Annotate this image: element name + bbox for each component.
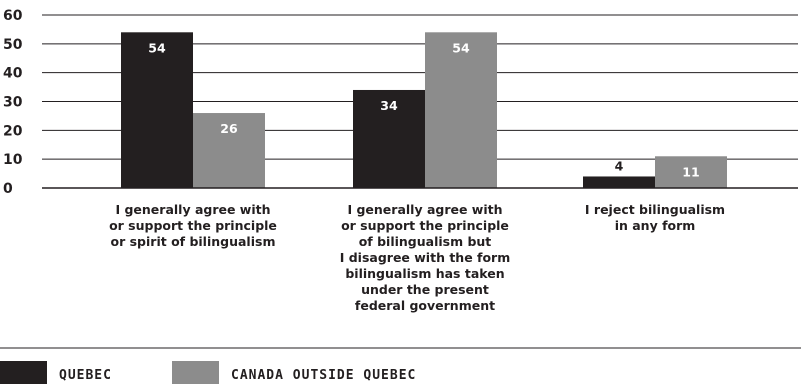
y-tick-label: 30 <box>3 95 23 111</box>
data-label: 54 <box>452 40 470 55</box>
legend-label: CANADA OUTSIDE QUEBEC <box>231 368 416 383</box>
category-label: I reject bilingualism <box>585 202 725 217</box>
category-label: or support the principle <box>341 218 509 233</box>
category-label: or spirit of bilingualism <box>111 234 276 249</box>
legend-swatch <box>0 361 47 384</box>
category-label: in any form <box>615 218 696 233</box>
category-label: bilingualism has taken <box>345 266 504 281</box>
category-label: or support the principle <box>109 218 277 233</box>
category-label: federal government <box>355 298 495 313</box>
data-label: 4 <box>615 158 624 173</box>
category-label: I generally agree with <box>115 202 270 217</box>
y-tick-label: 10 <box>3 152 23 168</box>
category-label: I disagree with the form <box>340 250 511 265</box>
y-tick-label: 40 <box>3 66 23 82</box>
category-label: of bilingualism but <box>359 234 492 249</box>
bar <box>121 32 193 188</box>
legend-label: QUEBEC <box>59 368 112 383</box>
category-label: I generally agree with <box>347 202 502 217</box>
y-tick-label: 0 <box>3 181 13 197</box>
bar <box>353 89 425 188</box>
y-tick-label: 60 <box>3 8 23 24</box>
bar <box>425 32 497 188</box>
data-label: 34 <box>380 98 398 113</box>
bar <box>655 156 727 188</box>
data-label: 26 <box>220 121 238 136</box>
data-label: 11 <box>682 164 699 179</box>
legend-swatch <box>172 361 219 384</box>
data-label: 54 <box>148 40 166 55</box>
bar <box>583 176 655 188</box>
bar <box>193 113 265 188</box>
y-tick-label: 20 <box>3 123 23 139</box>
y-tick-label: 50 <box>3 37 23 53</box>
category-label: under the present <box>361 282 489 297</box>
